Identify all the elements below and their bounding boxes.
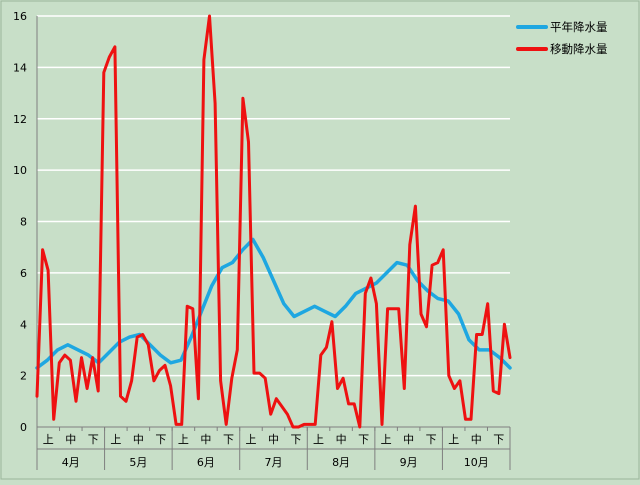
x-tick-label-month: 10月: [464, 456, 489, 469]
x-tick-label-period: 上: [43, 433, 54, 446]
series-line: [35, 237, 512, 370]
x-tick-label-month: 5月: [129, 456, 147, 469]
x-tick-label-month: 8月: [332, 456, 350, 469]
x-tick-label-period: 上: [448, 433, 459, 446]
x-tick-label-period: 下: [426, 433, 437, 446]
x-tick-label-period: 上: [178, 433, 189, 446]
x-tick-label-period: 上: [245, 433, 256, 446]
x-tick-label-period: 中: [65, 433, 76, 446]
legend-label: 平年降水量: [550, 20, 608, 34]
x-tick-label-month: 9月: [400, 456, 418, 469]
x-tick-label-month: 4月: [62, 456, 80, 469]
x-tick-label-period: 下: [223, 433, 234, 446]
x-tick-label-period: 下: [493, 433, 504, 446]
x-tick-label-period: 中: [268, 433, 279, 446]
y-tick-label: 14: [13, 61, 27, 74]
y-tick-label: 4: [20, 318, 27, 331]
x-tick-label-month: 6月: [197, 456, 215, 469]
y-tick-label: 12: [13, 113, 27, 126]
y-tick-label: 0: [20, 421, 27, 434]
x-tick-label-period: 上: [381, 433, 392, 446]
y-tick-label: 6: [20, 267, 27, 280]
y-tick-label: 2: [20, 370, 27, 383]
grid-lines: [37, 15, 510, 427]
x-tick-label-period: 上: [110, 433, 121, 446]
series-group: [35, 14, 512, 429]
x-tick-label-period: 下: [358, 433, 369, 446]
y-tick-label: 16: [13, 10, 27, 23]
x-tick-label-period: 下: [291, 433, 302, 446]
x-tick-label-period: 中: [133, 433, 144, 446]
x-tick-label-period: 下: [155, 433, 166, 446]
x-tick-label-period: 中: [200, 433, 211, 446]
series-line: [35, 14, 512, 429]
x-tick-label-period: 中: [471, 433, 482, 446]
legend-label: 移動降水量: [550, 42, 608, 56]
x-tick-label-period: 下: [88, 433, 99, 446]
x-tick-label-period: 中: [403, 433, 414, 446]
y-tick-label: 8: [20, 216, 27, 229]
x-tick-label-period: 上: [313, 433, 324, 446]
x-tick-label-period: 中: [336, 433, 347, 446]
y-tick-label: 10: [13, 164, 27, 177]
x-tick-label-month: 7月: [265, 456, 283, 469]
